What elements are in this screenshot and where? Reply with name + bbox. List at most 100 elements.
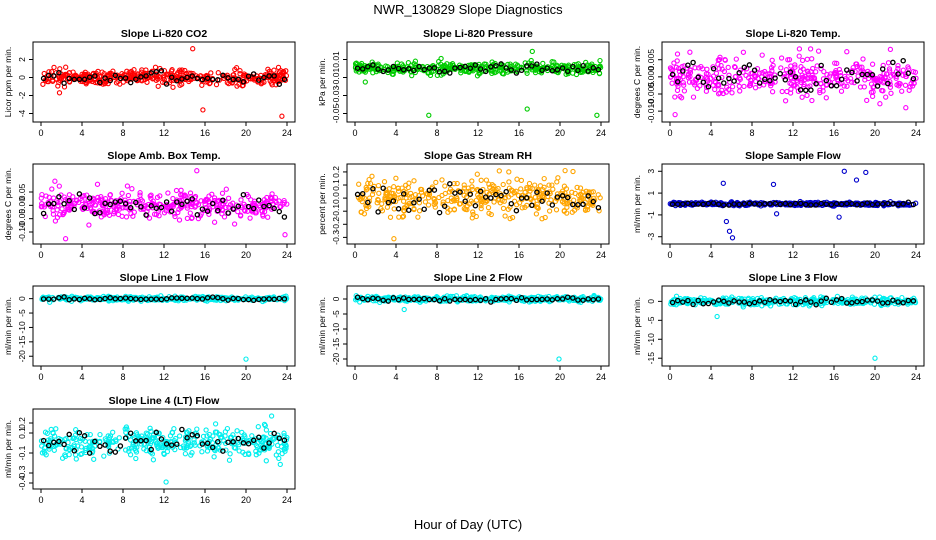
x-tick-label: 16 [514,250,524,260]
data-point [834,74,840,80]
mean-point [225,297,231,303]
data-point [518,186,524,192]
data-point [400,198,407,204]
mean-point [482,68,489,75]
data-point [38,195,44,201]
mean-point [674,201,681,207]
data-point [265,66,271,72]
data-point [183,429,190,435]
mean-point [447,298,453,304]
mean-point [549,297,556,303]
data-point [393,175,399,181]
mean-point [199,296,206,302]
data-point [448,198,455,205]
mean-point [564,294,571,300]
data-point [370,188,376,194]
data-point [778,55,785,61]
mean-point [441,203,448,209]
data-point [187,210,193,216]
data-point [214,429,220,435]
data-point [780,298,786,304]
data-point [160,73,167,79]
data-point [169,67,175,73]
data-point [192,204,198,210]
mean-point [772,200,778,207]
mean-point [554,67,561,73]
x-tick-label: 20 [870,250,880,260]
data-point [851,296,857,302]
mean-point [895,71,901,77]
mean-point [746,62,753,68]
mean-point [107,448,113,454]
x-tick-label: 0 [352,128,357,138]
mean-point [503,295,509,302]
data-point [433,179,439,186]
mean-point [189,432,195,438]
mean-point [680,201,686,207]
x-tick-label: 4 [79,250,84,260]
mean-point [910,201,917,208]
mean-point [266,73,272,79]
mean-point [61,80,67,86]
mean-point [488,64,494,70]
mean-point [61,441,67,448]
data-point [571,197,577,203]
data-point [597,57,603,64]
data-point [817,87,823,93]
data-point [89,450,95,456]
data-point [252,210,259,216]
mean-point [885,300,891,306]
mean-point [97,296,103,303]
mean-point [385,298,392,304]
mean-point [905,70,912,77]
data-point [836,214,842,220]
mean-point [416,296,422,302]
data-point [128,210,134,217]
mean-point [184,295,190,302]
data-point [375,182,382,189]
data-point [204,73,211,80]
data-point [362,79,368,85]
mean-point [421,295,427,302]
data-point [418,189,425,195]
mean-point [143,296,149,302]
y-tick-label: -0.1 [331,204,341,219]
panel-title: Slope Line 3 Flow [749,272,839,284]
data-point [138,206,144,212]
data-point [200,433,207,440]
x-tick-label: 4 [79,128,84,138]
mean-point [240,440,247,446]
data-point [514,176,520,182]
data-point [895,63,901,69]
data-point [786,56,793,63]
mean-point [365,199,371,206]
data-point [165,190,171,196]
mean-point [518,67,525,74]
data-point [489,59,495,65]
mean-point [168,208,175,214]
data-point [263,203,269,210]
data-point [260,213,266,219]
mean-point [375,295,381,302]
data-point [527,185,533,191]
mean-point [81,205,88,211]
mean-point [92,438,98,445]
data-point [153,77,159,83]
y-tick-label: -20 [331,353,341,366]
data-point [807,46,814,52]
mean-point [585,193,591,199]
data-point [97,431,103,438]
data-point [877,101,883,107]
mean-point [51,200,57,207]
data-point [715,61,721,67]
data-point [778,65,784,71]
data-point [174,197,180,203]
data-point [425,202,432,208]
data-point [717,90,723,96]
x-tick-label: 12 [159,250,169,260]
mean-point [669,201,676,207]
mean-point [395,206,402,212]
data-point [84,192,90,198]
y-tick-label: 0.00 [17,197,27,214]
plot-frame [346,41,610,123]
